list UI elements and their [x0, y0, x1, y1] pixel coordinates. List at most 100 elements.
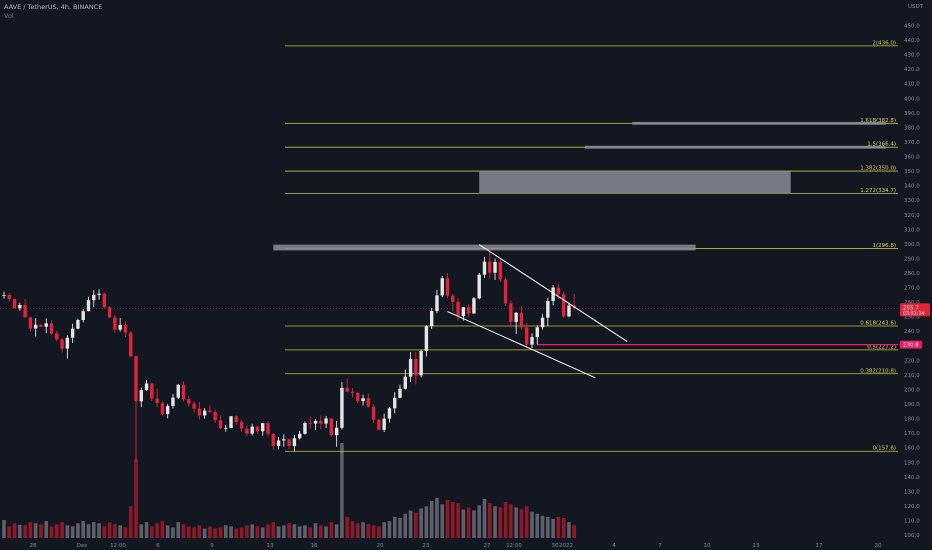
time-tick-label: 7	[658, 543, 662, 549]
volume-bar	[435, 497, 439, 538]
price-tick-label: 100.0	[904, 533, 920, 539]
volume-bar	[165, 525, 170, 538]
candle-body	[224, 427, 228, 429]
price-tick-label: 120.0	[904, 504, 920, 510]
candle-body	[208, 410, 212, 413]
candle-body	[70, 328, 75, 338]
candle-body	[139, 390, 143, 402]
candle-body	[540, 317, 545, 328]
volume-bar	[128, 506, 133, 538]
volume-bar	[102, 526, 107, 538]
trendline[interactable]	[447, 311, 596, 379]
volume-bar	[456, 503, 460, 538]
candle-body	[519, 312, 524, 328]
time-tick-label: 20	[875, 543, 882, 549]
volume-bar	[509, 504, 513, 538]
volume-bar	[366, 524, 371, 538]
candle-body	[12, 298, 17, 309]
resistance-zone	[479, 171, 791, 194]
volume-bar	[308, 527, 313, 538]
volume-bar	[334, 524, 339, 538]
trendline[interactable]	[478, 244, 628, 342]
candle-body	[144, 383, 149, 391]
volume-bar	[208, 526, 212, 538]
fib-level-label: 0.5(227.2)	[867, 344, 896, 350]
candle-body	[509, 303, 513, 322]
volume-bar	[91, 522, 96, 538]
candle-body	[97, 293, 101, 295]
price-tick-label: 370.0	[904, 140, 920, 146]
volume-bar	[567, 522, 571, 538]
candle-body	[408, 359, 413, 377]
candle-body	[39, 324, 43, 327]
time-tick-label: 12:00	[506, 543, 522, 549]
volume-bar	[202, 528, 207, 538]
price-tick-label: 290.0	[904, 256, 920, 262]
price-tick-label: 140.0	[904, 475, 920, 481]
volume-bar	[187, 526, 191, 538]
volume-bar	[239, 527, 244, 538]
candle-body	[65, 337, 70, 349]
time-axis[interactable]: 28 Dec 12:00 6 9 13 16 20 23 27 12:00 30 2022 4 7 10 13 1…	[30, 543, 882, 549]
volume-bar	[355, 523, 360, 538]
candle-body	[123, 324, 128, 333]
candle-body	[546, 301, 550, 318]
volume-bar	[234, 528, 239, 538]
candle-body	[282, 439, 286, 441]
fib-level-label: 1(296.8)	[872, 243, 896, 249]
candle-body	[107, 307, 112, 318]
candle-body	[382, 418, 386, 430]
candle-body	[419, 351, 423, 376]
volume-bar	[33, 523, 38, 538]
fib-level-label: 0.382(210.8)	[860, 368, 896, 374]
candle-body	[129, 332, 133, 357]
candle-body	[429, 311, 434, 327]
candle-body	[113, 317, 117, 330]
trendlines[interactable]	[447, 244, 628, 379]
candle-body	[245, 428, 249, 434]
candle-body	[398, 388, 402, 398]
volume-bar	[144, 522, 149, 538]
volume-bar	[97, 523, 101, 538]
volume-bar	[487, 503, 492, 538]
price-axis[interactable]: USDT 100.0 110.0 120.0 130.0 140.0 150.0 160.0 1…	[900, 4, 930, 539]
volume-bar	[546, 516, 550, 538]
time-tick-label: 9	[210, 543, 214, 549]
candle-body	[482, 261, 487, 275]
volume-bar	[419, 508, 423, 538]
volume-bar	[440, 504, 445, 538]
price-tick-label: 170.0	[904, 431, 920, 437]
volume-bar	[461, 509, 466, 538]
volume-bar	[223, 525, 228, 538]
candle-body	[477, 274, 481, 299]
candle-body	[371, 406, 376, 420]
candle-body	[213, 412, 217, 421]
volume-bar	[107, 522, 112, 538]
volume-bar	[70, 526, 75, 538]
candle-body	[324, 418, 328, 424]
volume-bar	[424, 506, 429, 538]
candle-body	[530, 337, 534, 345]
candle-body	[229, 416, 233, 428]
candle-body	[7, 294, 11, 299]
time-tick-label: 13	[267, 543, 274, 549]
candle-body	[424, 326, 429, 352]
volume-bar	[472, 510, 476, 538]
volume-bars	[2, 443, 577, 538]
price-tick-label: 220.0	[904, 358, 920, 364]
time-tick-label: 28	[30, 543, 37, 549]
currency-label: USDT	[908, 4, 924, 10]
candle-body	[414, 359, 418, 376]
candle-body	[525, 327, 529, 345]
volume-bar	[408, 510, 413, 538]
candle-body	[551, 287, 555, 302]
price-tick-label: 450.0	[904, 23, 920, 29]
candle-body	[493, 261, 497, 273]
candle-body	[218, 420, 223, 429]
price-tick-label: 350.0	[904, 169, 920, 175]
resistance-zone	[584, 145, 886, 149]
candle-body	[466, 307, 471, 314]
candle-body	[329, 418, 334, 436]
time-tick-label: 4	[612, 543, 616, 549]
